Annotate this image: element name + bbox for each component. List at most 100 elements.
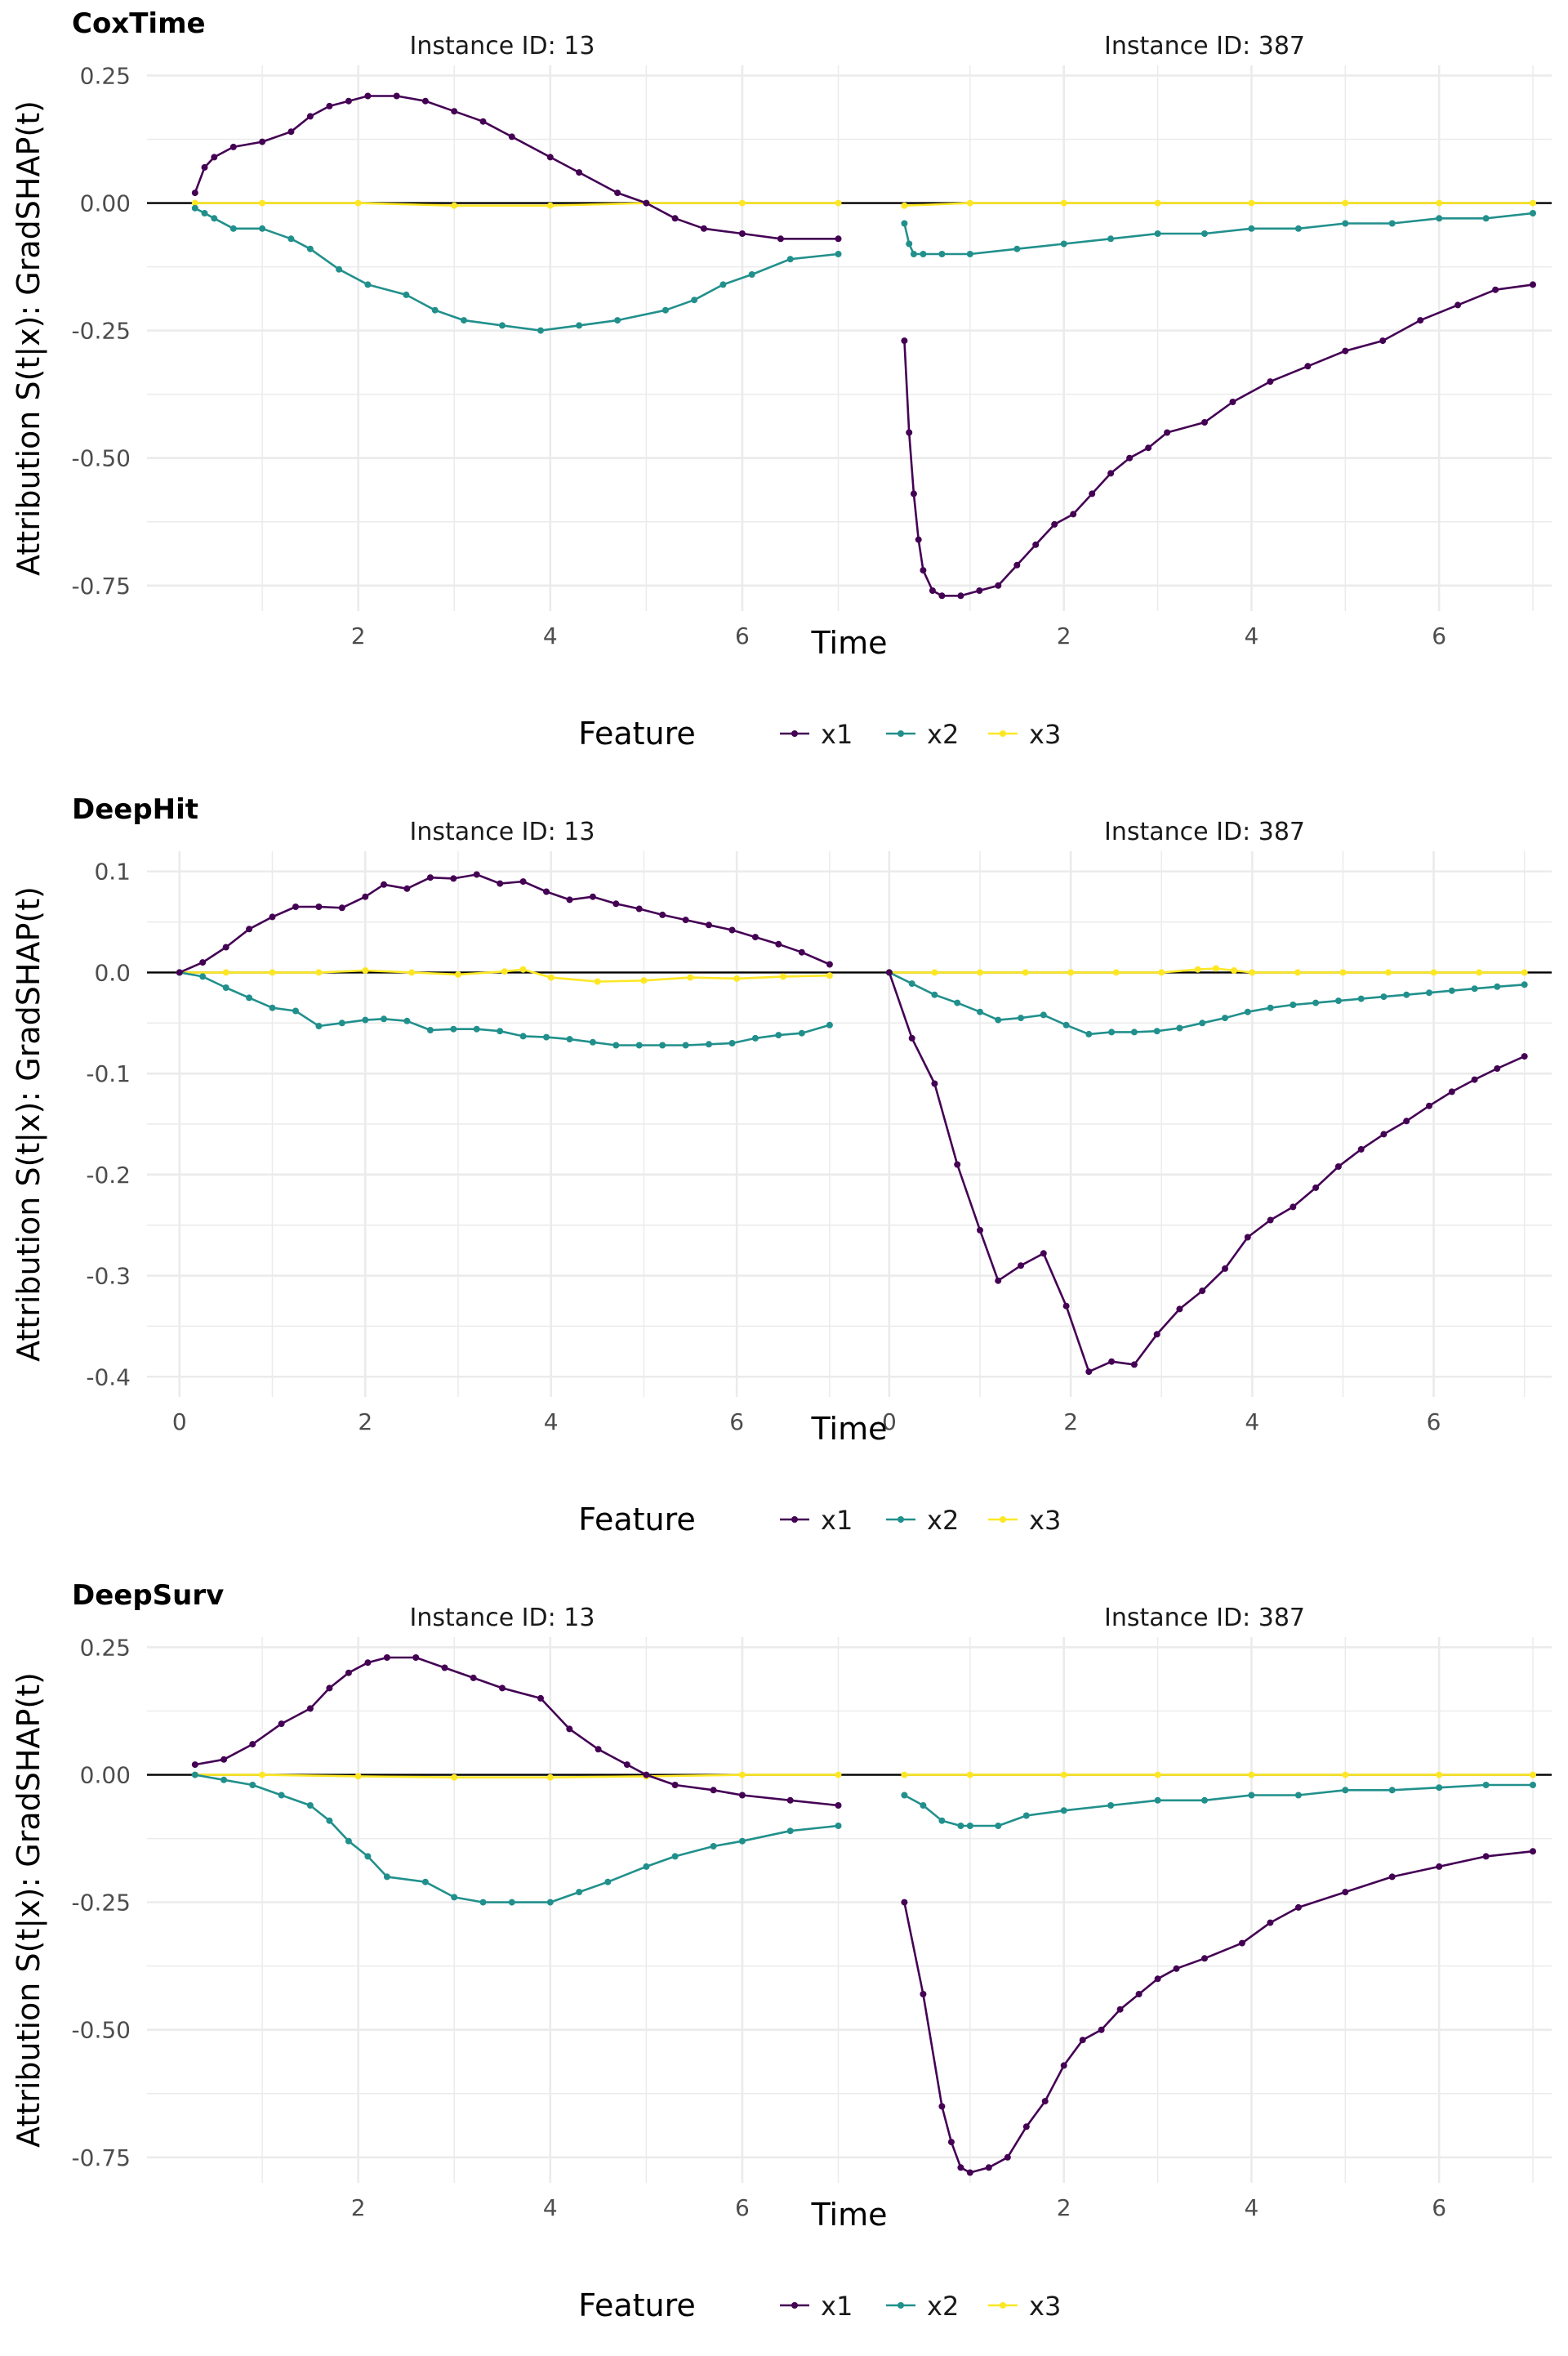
data-point-x2: [1448, 987, 1455, 994]
data-point-x2: [315, 1023, 323, 1029]
data-point-x1: [426, 874, 434, 881]
data-point-x1: [345, 1669, 352, 1676]
data-point-x2: [612, 1042, 620, 1049]
data-point-x2: [403, 1017, 411, 1024]
data-point-x3: [1476, 969, 1483, 976]
data-point-x1: [1417, 317, 1424, 324]
data-point-x1: [929, 587, 936, 594]
x-tick-label: 6: [729, 1408, 744, 1435]
data-point-x2: [576, 322, 583, 329]
data-point-x2: [966, 251, 973, 257]
x-axis-title: Time: [811, 2197, 888, 2233]
data-point-x2: [1334, 997, 1342, 1005]
data-point-x1: [1135, 1991, 1143, 1997]
data-point-x2: [604, 1878, 612, 1885]
data-point-x1: [259, 138, 266, 145]
y-tick-label: -0.2: [86, 1162, 131, 1189]
data-point-x2: [719, 281, 727, 288]
data-point-x1: [1357, 1145, 1365, 1153]
data-point-x2: [1248, 1792, 1255, 1799]
legend-label: x1: [821, 719, 853, 750]
data-point-x2: [1380, 993, 1388, 1001]
y-tick-label: -0.25: [72, 1890, 131, 1916]
data-point-x1: [326, 102, 333, 109]
data-point-x1: [1176, 1305, 1183, 1313]
data-point-x2: [1294, 225, 1302, 232]
data-point-x1: [966, 2169, 973, 2176]
data-point-x1: [614, 190, 621, 197]
data-point-x3: [408, 969, 416, 976]
series-line-x3: [179, 968, 830, 983]
data-point-x1: [1085, 1368, 1093, 1376]
series-line-x1: [179, 873, 831, 974]
data-point-x1: [508, 133, 515, 141]
data-point-x1: [1130, 1361, 1138, 1368]
data-point-x1: [287, 128, 295, 136]
legend-label: x3: [1029, 2291, 1061, 2322]
data-point-x2: [662, 306, 669, 314]
data-point-x2: [450, 1025, 457, 1033]
data-point-x1: [249, 1741, 256, 1748]
data-point-x1: [1294, 1903, 1302, 1911]
data-point-x2: [1357, 995, 1365, 1002]
data-point-x2: [995, 1823, 1002, 1829]
data-point-x2: [546, 1899, 554, 1906]
data-point-x1: [938, 2103, 946, 2110]
data-point-x1: [566, 1725, 573, 1733]
data-point-x1: [479, 118, 487, 125]
strip-label: Instance ID: 387: [1104, 32, 1305, 60]
data-point-x2: [589, 1038, 596, 1046]
data-point-x3: [966, 199, 973, 207]
data-point-x2: [1530, 1782, 1536, 1788]
data-point-x3: [1212, 965, 1219, 972]
data-point-x3: [315, 969, 323, 976]
data-point-x2: [249, 1782, 256, 1788]
data-point-x1: [976, 587, 983, 594]
data-point-x3: [1436, 1771, 1443, 1778]
legend-label: x2: [927, 719, 959, 750]
x-axis-title: Time: [811, 625, 888, 661]
data-point-x3: [1342, 1771, 1349, 1778]
data-point-x3: [780, 973, 786, 980]
data-point-x3: [1436, 199, 1443, 207]
data-point-x3: [1430, 969, 1437, 976]
data-point-x2: [659, 1042, 666, 1049]
data-point-x2: [431, 306, 439, 314]
data-point-x2: [1107, 1802, 1115, 1809]
series-line-x3: [194, 1774, 839, 1778]
data-point-x1: [1403, 1118, 1410, 1125]
legend-label: x3: [1029, 719, 1061, 750]
data-point-x1: [1492, 286, 1499, 293]
data-point-x2: [306, 245, 314, 252]
data-point-x1: [1145, 444, 1152, 452]
data-point-x1: [1304, 363, 1312, 370]
data-point-x3: [451, 202, 458, 209]
data-point-x3: [835, 199, 842, 207]
data-point-x1: [920, 567, 927, 574]
data-point-x1: [1116, 2006, 1124, 2013]
data-point-x1: [920, 1991, 927, 1997]
legend-key-point-x1: [791, 730, 798, 737]
data-point-x2: [1201, 1796, 1208, 1804]
series-line-x1: [194, 95, 839, 240]
data-point-x1: [364, 1659, 372, 1667]
data-point-x1: [546, 154, 554, 161]
data-point-x2: [211, 215, 218, 222]
data-point-x3: [547, 974, 555, 981]
data-point-x1: [885, 969, 893, 976]
data-point-x1: [995, 582, 1002, 589]
data-point-x1: [1107, 470, 1115, 477]
data-point-x1: [1229, 399, 1236, 405]
data-point-x1: [1032, 541, 1040, 548]
x-tick-label: 6: [1432, 2194, 1446, 2221]
data-point-x3: [1342, 199, 1349, 207]
data-point-x1: [1482, 1853, 1490, 1860]
data-point-x1: [659, 911, 666, 918]
data-point-x2: [246, 994, 253, 1002]
data-point-x2: [954, 999, 961, 1006]
data-point-x2: [269, 1004, 276, 1011]
data-point-x2: [497, 1028, 504, 1035]
strip-label: Instance ID: 13: [410, 32, 595, 60]
data-point-x1: [901, 337, 908, 345]
